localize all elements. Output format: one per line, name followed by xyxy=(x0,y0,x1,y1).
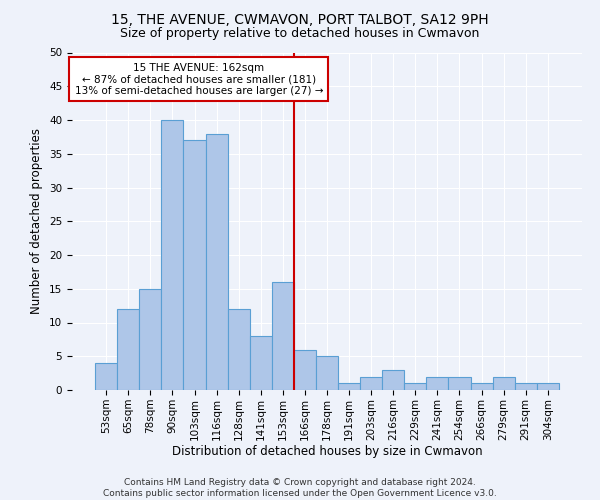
Text: 15 THE AVENUE: 162sqm
← 87% of detached houses are smaller (181)
13% of semi-det: 15 THE AVENUE: 162sqm ← 87% of detached … xyxy=(74,62,323,96)
Bar xyxy=(206,134,227,390)
Bar xyxy=(382,370,404,390)
Bar xyxy=(537,383,559,390)
Bar xyxy=(448,376,470,390)
Bar xyxy=(184,140,206,390)
Bar xyxy=(515,383,537,390)
Bar xyxy=(338,383,360,390)
Bar xyxy=(427,376,448,390)
Bar xyxy=(272,282,294,390)
Text: 15, THE AVENUE, CWMAVON, PORT TALBOT, SA12 9PH: 15, THE AVENUE, CWMAVON, PORT TALBOT, SA… xyxy=(111,12,489,26)
Bar xyxy=(316,356,338,390)
Bar xyxy=(161,120,184,390)
X-axis label: Distribution of detached houses by size in Cwmavon: Distribution of detached houses by size … xyxy=(172,446,482,458)
Bar xyxy=(493,376,515,390)
Bar xyxy=(294,350,316,390)
Bar xyxy=(360,376,382,390)
Bar xyxy=(470,383,493,390)
Bar xyxy=(250,336,272,390)
Bar xyxy=(117,309,139,390)
Text: Size of property relative to detached houses in Cwmavon: Size of property relative to detached ho… xyxy=(121,28,479,40)
Y-axis label: Number of detached properties: Number of detached properties xyxy=(31,128,43,314)
Bar xyxy=(139,289,161,390)
Bar xyxy=(404,383,427,390)
Bar xyxy=(95,363,117,390)
Bar xyxy=(227,309,250,390)
Text: Contains HM Land Registry data © Crown copyright and database right 2024.
Contai: Contains HM Land Registry data © Crown c… xyxy=(103,478,497,498)
